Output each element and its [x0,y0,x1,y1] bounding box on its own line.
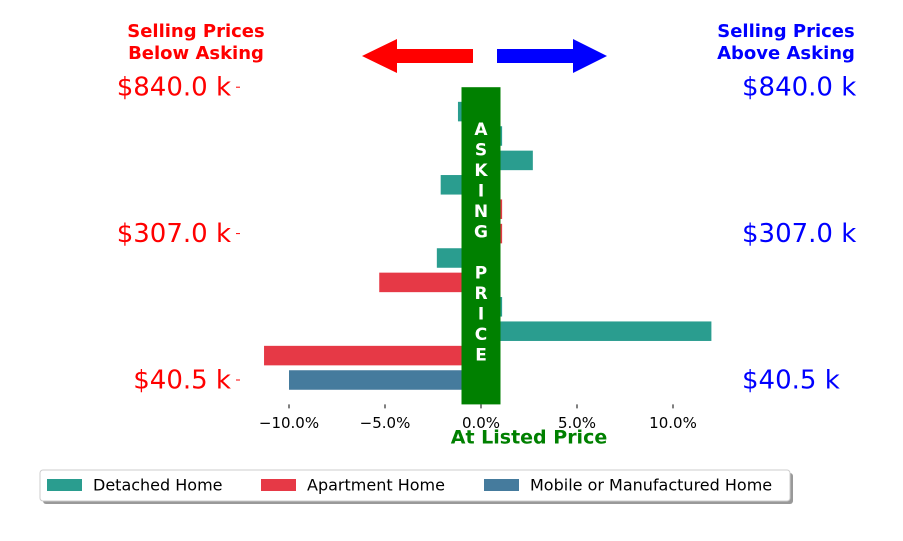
y-tick-label-right: $840.0 k [742,73,856,103]
center-label-letter: P [475,264,487,284]
right-arrow [497,39,607,73]
annotation: Above Asking [717,43,855,64]
x-axis-label: At Listed Price [451,427,607,449]
center-label-letter: I [478,305,484,325]
legend-swatch [484,479,519,491]
x-tick-label: −5.0% [360,414,411,432]
legend-label: Detached Home [93,476,223,495]
y-tick-label-right: $40.5 k [742,366,840,396]
center-label-letter: K [474,161,488,181]
bar [289,370,481,390]
center-label-letter: R [474,284,487,304]
center-label-letter: I [478,182,484,202]
legend-swatch [261,479,296,491]
center-label-letter: S [475,141,487,161]
y-tick-label: $307.0 k [117,219,231,249]
center-label-letter: E [475,346,487,366]
center-label-letter: C [475,325,487,345]
legend: Detached Home Apartment Home Mobile or Man… [39,469,793,504]
center-label-letter [478,243,484,263]
y-tick-label: $840.0 k [117,73,231,103]
x-tick-label: −10.0% [259,414,319,432]
y-tick-label-right: $307.0 k [742,219,856,249]
legend-box [39,469,791,502]
x-tick-label: 5.0% [558,414,596,432]
legend-label: Mobile or Manufactured Home [530,476,772,495]
center-label-letter: G [474,223,488,243]
center-label-letter: A [474,120,488,140]
legend-swatch [47,479,82,491]
center-label-letter: N [474,202,488,222]
asking-price-band [461,87,501,405]
bar [379,272,481,293]
annotation: Selling Prices [127,21,264,42]
bar [481,321,712,341]
y-tick-label: $40.5 k [133,366,231,396]
left-arrow [362,39,473,73]
x-tick-label: 10.0% [649,414,697,432]
annotation: Selling Prices [717,21,854,42]
annotation: Below Asking [128,43,264,64]
x-tick-label: 0.0% [462,414,500,432]
legend-label: Apartment Home [307,476,445,495]
bar [264,345,481,366]
